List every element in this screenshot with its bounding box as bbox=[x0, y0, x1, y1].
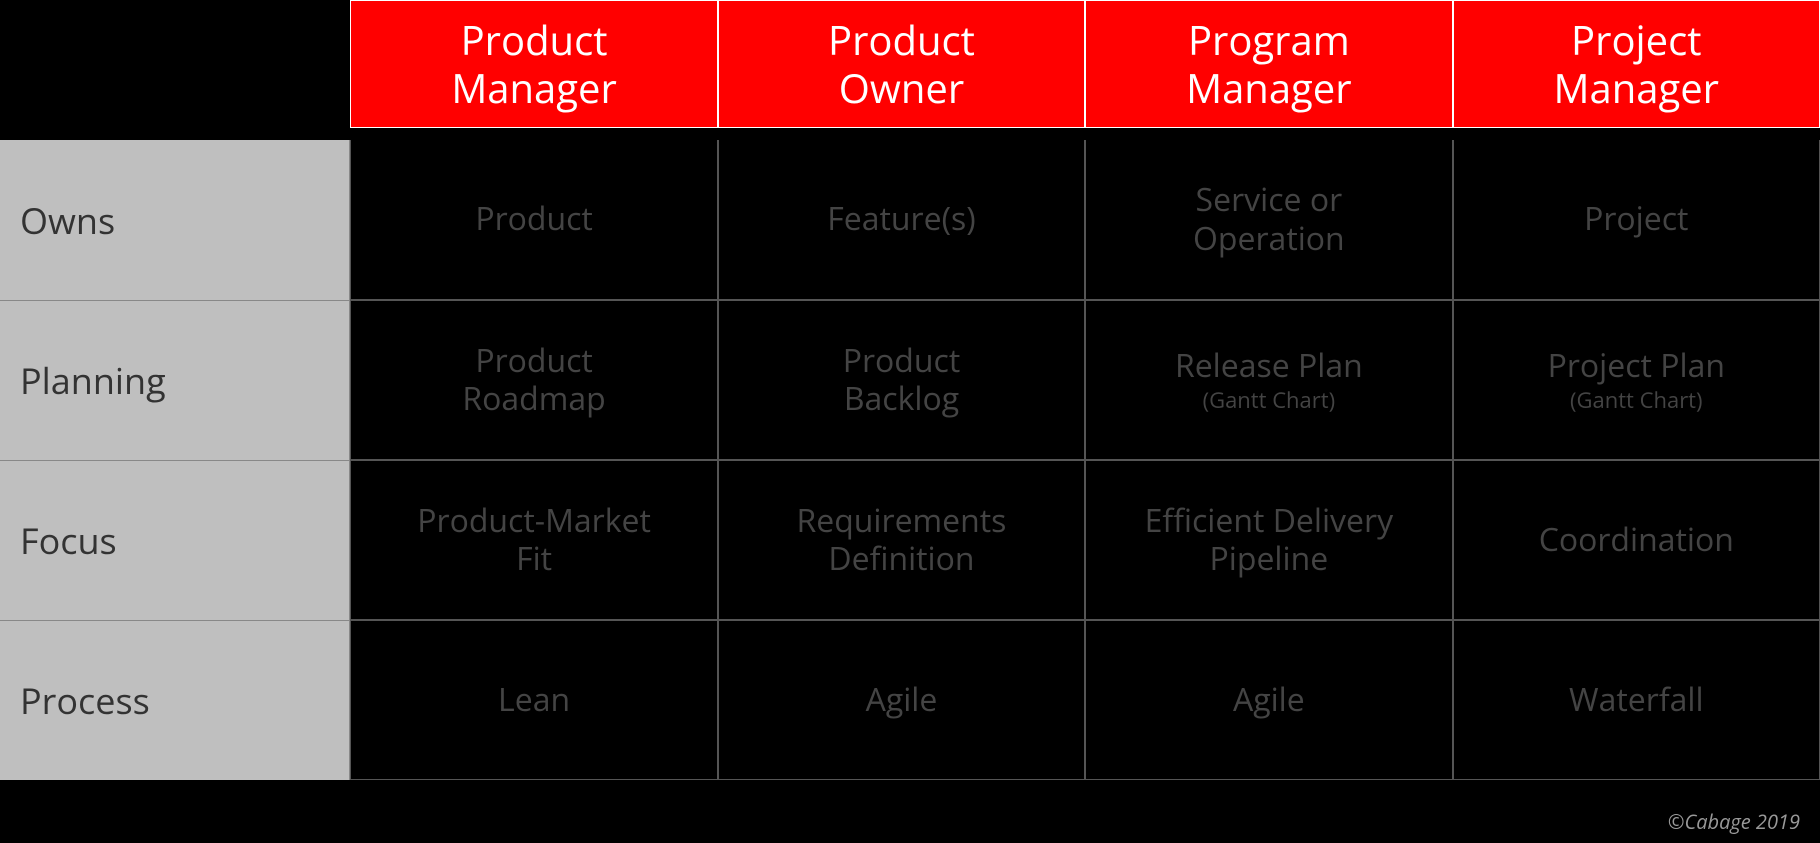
col-header-program-manager: ProgramManager bbox=[1085, 0, 1452, 128]
cell-text: Product bbox=[475, 197, 593, 240]
data-cell: Service orOperation bbox=[1085, 140, 1452, 300]
cell-text: Project bbox=[1584, 197, 1688, 240]
col-header-product-owner: ProductOwner bbox=[718, 0, 1085, 128]
data-cell: Agile bbox=[718, 620, 1085, 780]
data-cell: Coordination bbox=[1453, 460, 1820, 620]
cell-text: RequirementsDefinition bbox=[797, 499, 1007, 580]
col-header-project-manager: ProjectManager bbox=[1453, 0, 1820, 128]
row-header-owns: Owns bbox=[0, 140, 350, 300]
table-row: Focus Product-MarketFit RequirementsDefi… bbox=[0, 460, 1820, 620]
cell-text: Feature(s) bbox=[827, 197, 975, 240]
data-cell: RequirementsDefinition bbox=[718, 460, 1085, 620]
cell-text: Product-MarketFit bbox=[417, 499, 651, 580]
cell-text: Agile bbox=[866, 678, 938, 721]
cell-text: Waterfall bbox=[1569, 678, 1703, 721]
cell-text: Service orOperation bbox=[1193, 178, 1345, 259]
cell-text: Lean bbox=[498, 678, 570, 721]
row-header-focus: Focus bbox=[0, 460, 350, 620]
header-row: ProductManager ProductOwner ProgramManag… bbox=[0, 0, 1820, 128]
col-header-product-manager: ProductManager bbox=[350, 0, 717, 128]
data-cell: Product bbox=[350, 140, 717, 300]
data-cell: Project bbox=[1453, 140, 1820, 300]
cell-subtext: (Gantt Chart) bbox=[1086, 387, 1451, 413]
table-row: Process Lean Agile Agile Waterfall bbox=[0, 620, 1820, 780]
comparison-table: ProductManager ProductOwner ProgramManag… bbox=[0, 0, 1820, 780]
row-header-planning: Planning bbox=[0, 300, 350, 460]
table-row: Planning ProductRoadmap ProductBacklog R… bbox=[0, 300, 1820, 460]
table-row: Owns Product Feature(s) Service orOperat… bbox=[0, 140, 1820, 300]
data-cell: Lean bbox=[350, 620, 717, 780]
data-cell: Waterfall bbox=[1453, 620, 1820, 780]
data-cell: ProductBacklog bbox=[718, 300, 1085, 460]
data-cell: Project Plan(Gantt Chart) bbox=[1453, 300, 1820, 460]
row-header-process: Process bbox=[0, 620, 350, 780]
cell-text: Release Plan bbox=[1175, 344, 1363, 387]
cell-text: Efficient DeliveryPipeline bbox=[1145, 499, 1394, 580]
cell-text: ProductBacklog bbox=[843, 339, 961, 420]
data-cell: Product-MarketFit bbox=[350, 460, 717, 620]
cell-text: ProductRoadmap bbox=[462, 339, 605, 420]
cell-text: Coordination bbox=[1539, 518, 1734, 561]
attribution-text: ©Cabage 2019 bbox=[1668, 808, 1800, 835]
data-cell: Release Plan(Gantt Chart) bbox=[1085, 300, 1452, 460]
cell-text: Agile bbox=[1233, 678, 1305, 721]
data-cell: Feature(s) bbox=[718, 140, 1085, 300]
data-cell: ProductRoadmap bbox=[350, 300, 717, 460]
cell-text: Project Plan bbox=[1548, 344, 1725, 387]
data-cell: Efficient DeliveryPipeline bbox=[1085, 460, 1452, 620]
data-cell: Agile bbox=[1085, 620, 1452, 780]
comparison-table-container: ProductManager ProductOwner ProgramManag… bbox=[0, 0, 1820, 843]
cell-subtext: (Gantt Chart) bbox=[1454, 387, 1819, 413]
corner-cell bbox=[0, 0, 350, 128]
